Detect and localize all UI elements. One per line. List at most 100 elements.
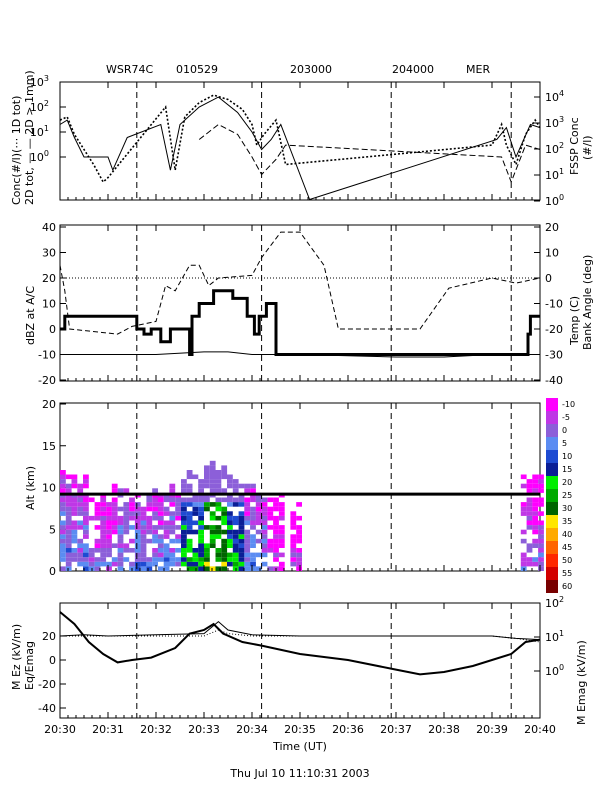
alt-plot: 20 15 10 5 0: [42, 398, 544, 578]
reflectivity-cell: [129, 502, 135, 507]
reflectivity-cell: [77, 525, 84, 530]
colorbar-swatch: [546, 502, 558, 515]
reflectivity-cell: [175, 502, 181, 507]
reflectivity-cell: [111, 520, 118, 526]
reflectivity-cell: [238, 511, 245, 516]
reflectivity-cell: [157, 557, 164, 562]
reflectivity-cell: [526, 520, 533, 526]
reflectivity-cell: [111, 488, 118, 493]
reflectivity-cell: [186, 488, 193, 493]
reflectivity-cell: [94, 543, 101, 548]
reflectivity-cell: [278, 543, 285, 548]
reflectivity-cell: [60, 506, 66, 512]
reflectivity-cell: [94, 506, 101, 512]
reflectivity-cell: [60, 538, 66, 544]
reflectivity-cell: [221, 465, 228, 470]
reflectivity-cell: [227, 561, 233, 567]
reflectivity-cell: [204, 552, 210, 558]
reflectivity-cell: [163, 552, 170, 558]
reflectivity-cell: [117, 534, 124, 539]
conc-panel-frame: [59, 81, 541, 201]
reflectivity-cell: [232, 552, 239, 558]
reflectivity-cell: [157, 552, 164, 558]
reflectivity-cell: [198, 511, 204, 516]
reflectivity-cell: [204, 483, 210, 489]
reflectivity-cell: [71, 525, 78, 530]
colorbar-swatch: [546, 489, 558, 502]
reflectivity-cell: [71, 474, 78, 480]
reflectivity-cell: [106, 538, 112, 544]
reflectivity-cell: [83, 511, 89, 516]
reflectivity-cell: [181, 534, 187, 539]
conc-plot: 103 102 101 100 104 103 102 101 100: [30, 74, 564, 208]
reflectivity-cell: [152, 548, 158, 553]
reflectivity-cell: [123, 548, 130, 553]
reflectivity-cell: [532, 479, 539, 484]
reflectivity-cell: [106, 529, 112, 535]
reflectivity-cell: [198, 557, 204, 562]
reflectivity-cell: [520, 557, 527, 562]
reflectivity-cell: [77, 506, 84, 512]
reflectivity-cell: [244, 543, 251, 548]
reflectivity-cell: [532, 502, 539, 507]
reflectivity-cell: [209, 474, 216, 480]
reflectivity-cell: [181, 543, 187, 548]
reflectivity-cell: [146, 566, 153, 571]
efield-ylabel-1: M Ez (kV/m): [10, 624, 23, 690]
reflectivity-cell: [152, 557, 158, 562]
reflectivity-cell: [134, 543, 141, 548]
reflectivity-cell: [140, 506, 147, 512]
reflectivity-cell: [60, 511, 66, 516]
reflectivity-cell: [278, 566, 285, 571]
reflectivity-cell: [296, 515, 302, 521]
reflectivity-cell: [157, 538, 164, 544]
x-axis-ticks: 20:30 20:31 20:32 20:33 20:34 20:35 20:36 20:37…: [44, 82, 556, 736]
reflectivity-cell: [255, 506, 262, 512]
reflectivity-cell: [538, 561, 544, 567]
reflectivity-cell: [65, 538, 72, 544]
reflectivity-cell: [532, 520, 539, 526]
reflectivity-cell: [65, 488, 72, 493]
reflectivity-cell: [221, 566, 228, 571]
reflectivity-cell: [186, 529, 193, 535]
reflectivity-cell: [140, 525, 147, 530]
reflectivity-cell: [88, 557, 95, 562]
reflectivity-cell: [244, 534, 251, 539]
dbz-ylabel-right-1: Temp (C): [568, 296, 581, 346]
reflectivity-cell: [198, 515, 204, 521]
reflectivity-cell: [181, 557, 187, 562]
reflectivity-cell: [106, 506, 112, 512]
reflectivity-cell: [140, 552, 147, 558]
reflectivity-cell: [129, 548, 135, 553]
reflectivity-cell: [538, 548, 544, 553]
reflectivity-cell: [244, 552, 251, 558]
reflectivity-cell: [186, 538, 193, 544]
reflectivity-cell: [186, 502, 193, 507]
x-tick-label: 20:40: [524, 723, 556, 736]
reflectivity-cell: [198, 529, 204, 535]
reflectivity-cell: [215, 506, 222, 512]
reflectivity-cell: [157, 534, 164, 539]
reflectivity-cell: [198, 502, 204, 507]
reflectivity-cell: [134, 515, 141, 521]
reflectivity-cell: [169, 552, 176, 558]
reflectivity-cell: [278, 515, 285, 521]
reflectivity-cell: [526, 561, 533, 567]
reflectivity-cell: [83, 474, 89, 480]
reflectivity-cell: [77, 561, 84, 567]
reflectivity-cell: [77, 552, 84, 558]
reflectivity-cell: [221, 529, 228, 535]
reflectivity-cell: [221, 497, 228, 503]
reflectivity-cell: [83, 552, 89, 558]
reflectivity-cell: [181, 538, 187, 544]
dbz-ylabel: dBZ at A/C: [24, 286, 37, 345]
reflectivity-cell: [227, 525, 233, 530]
reflectivity-cell: [117, 557, 124, 562]
reflectivity-cell: [65, 529, 72, 535]
reflectivity-cell: [267, 511, 274, 516]
reflectivity-cell: [238, 561, 245, 567]
reflectivity-cell: [186, 548, 193, 553]
reflectivity-cell: [181, 552, 187, 558]
reflectivity-cell: [250, 511, 256, 516]
reflectivity-cell: [152, 502, 158, 507]
